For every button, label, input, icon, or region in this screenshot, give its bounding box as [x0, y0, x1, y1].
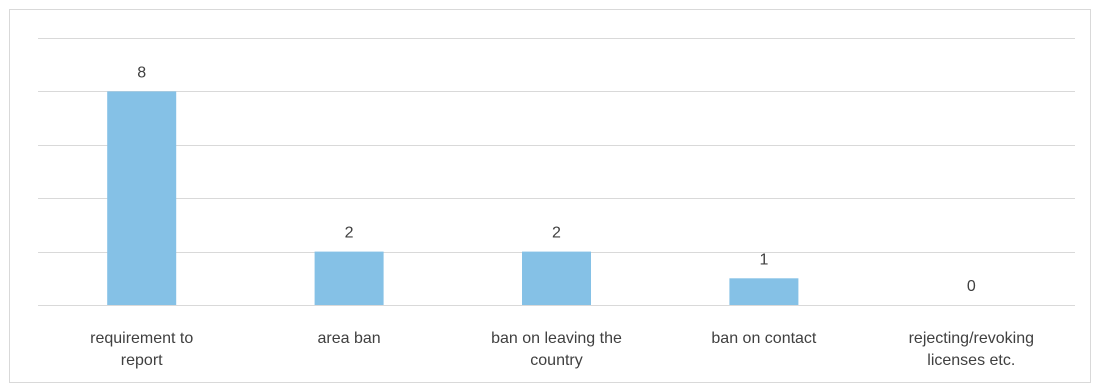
x-tick-label-3-line-0: ban on contact [711, 330, 817, 347]
x-tick-label-3: ban on contact [711, 330, 817, 347]
x-tick-label-0: requirement to report [90, 330, 193, 369]
x-tick-label-4-line-1: licenses etc. [927, 352, 1015, 369]
x-tick-label-2-line-0: ban on leaving the [491, 330, 622, 347]
x-tick-label-0-line-0: requirement to [90, 330, 193, 347]
x-tick-label-0-line-1: report [121, 352, 163, 369]
x-tick-label-4: rejecting/revoking licenses etc. [909, 330, 1034, 369]
x-tick-label-4-line-0: rejecting/revoking [909, 330, 1034, 347]
data-labels: 8 2 2 1 0 [137, 64, 976, 295]
bars [107, 91, 799, 306]
x-tick-label-2-line-1: country [530, 352, 582, 369]
chart-frame [9, 9, 1091, 383]
data-label-3: 1 [759, 251, 768, 268]
data-label-0: 8 [137, 64, 146, 81]
gridlines [38, 38, 1075, 253]
x-tick-label-1: area ban [318, 330, 381, 347]
data-label-4: 0 [967, 278, 976, 295]
x-tick-label-1-line-0: area ban [318, 330, 381, 347]
bar-0 [107, 91, 177, 306]
x-tick-labels: requirement to report area ban ban on leavi… [90, 330, 1034, 369]
data-label-1: 2 [345, 225, 354, 242]
x-tick-label-2: ban on leaving the country [491, 330, 622, 369]
bar-3 [729, 278, 799, 305]
data-label-2: 2 [552, 225, 561, 242]
bar-1 [314, 251, 384, 305]
bar-2 [522, 251, 591, 305]
